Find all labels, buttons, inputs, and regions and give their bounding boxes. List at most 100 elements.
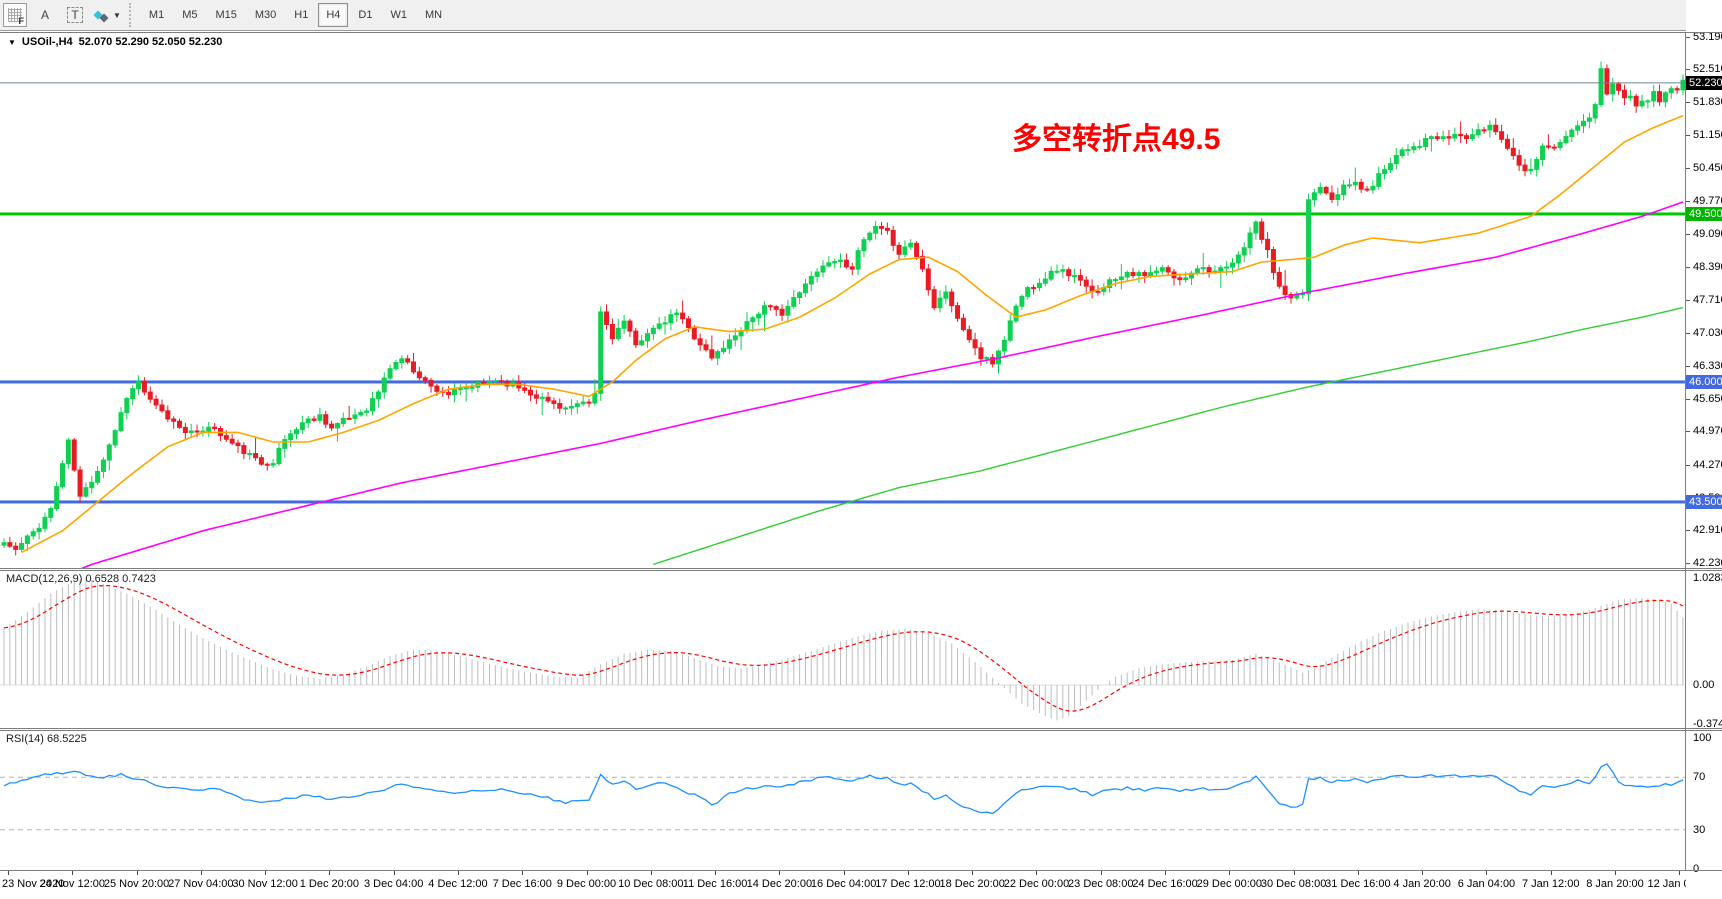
panel-divider: [0, 728, 1722, 729]
time-tick-mark: [72, 871, 74, 875]
time-tick-mark: [1550, 871, 1552, 875]
panel-divider: [0, 568, 1722, 569]
price-tick-mark: [1686, 201, 1690, 202]
timeframe-toolbar: M1 M5 M15 M30 H1 H4 D1 W1 MN: [140, 3, 451, 27]
price-tick-mark: [1686, 168, 1690, 170]
symbol-header[interactable]: ▼ USOil-,H4 52.070 52.290 52.050 52.230: [8, 36, 222, 48]
price-tick-mark: [1686, 431, 1690, 433]
price-tick-mark: [1686, 267, 1690, 269]
price-tick-mark: [1686, 398, 1690, 400]
time-tick-mark: [522, 871, 524, 875]
macd-tick-label: 1.0283: [1693, 572, 1722, 585]
time-tick-label: 10 Dec 08:00: [618, 878, 684, 890]
time-tick-label: 23 Dec 08:00: [1068, 878, 1134, 890]
time-tick-label: 23 Nov 2020: [2, 878, 65, 890]
price-axis[interactable]: 53.190 52.510 51.830 51.150 50.450 49.770 49.0…: [1686, 0, 1722, 899]
price-tick-mark: [1686, 530, 1690, 532]
chart-annotation-text[interactable]: 多空转折点49.5: [1012, 123, 1221, 156]
price-tick-label: 49.770: [1693, 195, 1722, 207]
toolbar-separator-handle[interactable]: [128, 3, 136, 27]
time-tick-mark: [265, 871, 267, 875]
timeframe-button-m15[interactable]: M15: [215, 9, 237, 21]
time-tick-label: 16 Dec 04:00: [810, 878, 877, 890]
time-tick-label: 11 Dec 16:00: [682, 878, 748, 890]
panel-divider: [0, 730, 1722, 731]
time-tick-mark: [8, 871, 9, 875]
price-tick-label: 49.090: [1693, 227, 1722, 240]
timeframe-button-w1[interactable]: W1: [390, 9, 407, 21]
price-tick-mark: [1686, 332, 1690, 334]
price-tick-label: 45.650: [1693, 392, 1722, 405]
text-tool-glyph: A: [40, 8, 49, 22]
price-tick-mark: [1686, 102, 1690, 104]
time-tick-mark: [779, 871, 781, 875]
rsi-tick-label: 0: [1693, 863, 1700, 875]
price-tick-label: 47.030: [1693, 326, 1722, 339]
rsi-tick-label: 30: [1693, 823, 1706, 836]
chevron-down-icon: ▼: [113, 10, 121, 20]
time-tick-label: 6 Jan 04:00: [1457, 878, 1516, 890]
price-label-box: 52.230: [1686, 75, 1722, 90]
rsi-canvas[interactable]: [0, 731, 1686, 870]
time-tick-mark: [586, 871, 588, 875]
main-chart-panel[interactable]: ▼ USOil-,H4 52.070 52.290 52.050 52.230 …: [0, 33, 1686, 568]
text-label-tool-button[interactable]: A: [33, 3, 57, 27]
symbol-name: USOil-,H4: [21, 36, 73, 48]
macd-panel[interactable]: MACD(12,26,9) 0.6528 0.7423: [0, 571, 1686, 728]
time-tick-mark: [1679, 871, 1681, 875]
time-tick-label: 7 Dec 16:00: [492, 878, 552, 890]
rsi-tick-label: 100: [1693, 732, 1712, 744]
price-tick-mark: [1686, 366, 1690, 368]
symbol-dropdown-icon[interactable]: ▼: [8, 37, 16, 47]
timeframe-button-m5[interactable]: M5: [182, 9, 198, 21]
price-tick-mark: [1686, 69, 1690, 71]
time-tick-label: 30 Dec 08:00: [1260, 878, 1327, 890]
timeframe-button-m30[interactable]: M30: [254, 9, 277, 21]
time-tick-mark: [200, 871, 202, 875]
time-tick-mark: [1422, 871, 1424, 875]
price-tick-label: 51.830: [1693, 96, 1722, 109]
timeframe-button-m1[interactable]: M1: [148, 9, 165, 21]
time-tick-label: 27 Nov 04:00: [168, 878, 234, 890]
time-tick-label: 30 Nov 12:00: [232, 878, 298, 890]
macd-canvas[interactable]: [0, 571, 1686, 728]
time-tick-mark: [393, 871, 395, 875]
time-tick-label: 8 Jan 20:00: [1586, 878, 1644, 890]
price-tick-label: 42.230: [1693, 556, 1722, 569]
time-axis[interactable]: 23 Nov 2020 24 Nov 12:00 25 Nov 20:00 27 No…: [0, 871, 1722, 899]
price-label-box: 46.000: [1686, 374, 1722, 389]
rsi-panel[interactable]: RSI(14) 68.5225: [0, 731, 1686, 870]
price-tick-mark: [1686, 36, 1690, 38]
price-tick-mark: [1686, 134, 1690, 136]
time-tick-mark: [1293, 871, 1295, 875]
time-tick-label: 17 Dec 12:00: [875, 878, 941, 890]
time-tick-mark: [1100, 871, 1102, 875]
time-tick-mark: [715, 871, 717, 875]
macd-tick-label: -0.3748: [1693, 717, 1722, 730]
macd-tick-label: 0.00: [1693, 679, 1715, 691]
main-chart-canvas[interactable]: [0, 33, 1686, 568]
rsi-tick-label: 70: [1693, 771, 1706, 784]
symbol-ohlc: 52.070 52.290 52.050 52.230: [78, 36, 223, 48]
timeframe-button-h1[interactable]: H1: [294, 9, 309, 21]
arrows-tool-button[interactable]: ▼: [93, 3, 122, 27]
time-tick-label: 3 Dec 04:00: [364, 878, 424, 890]
time-tick-mark: [650, 871, 652, 875]
timeframe-button-d1[interactable]: D1: [358, 9, 373, 21]
panel-divider: [0, 870, 1722, 871]
macd-label: MACD(12,26,9) 0.6528 0.7423: [6, 573, 156, 585]
price-tick-label: 46.330: [1693, 360, 1722, 373]
time-tick-label: 4 Jan 20:00: [1393, 878, 1451, 890]
chart-shift-button[interactable]: F: [3, 3, 27, 27]
price-tick-mark: [1686, 465, 1690, 466]
time-tick-mark: [972, 871, 974, 875]
time-tick-label: 7 Jan 12:00: [1521, 878, 1580, 890]
timeframe-button-h4[interactable]: H4: [318, 3, 349, 27]
text-box-tool-button[interactable]: T: [63, 3, 87, 27]
timeframe-button-mn[interactable]: MN: [424, 9, 443, 21]
price-tick-mark: [1686, 233, 1690, 235]
price-tick-label: 48.390: [1693, 261, 1722, 274]
time-tick-mark: [1357, 871, 1359, 875]
time-tick-label: 18 Dec 20:00: [939, 878, 1005, 890]
